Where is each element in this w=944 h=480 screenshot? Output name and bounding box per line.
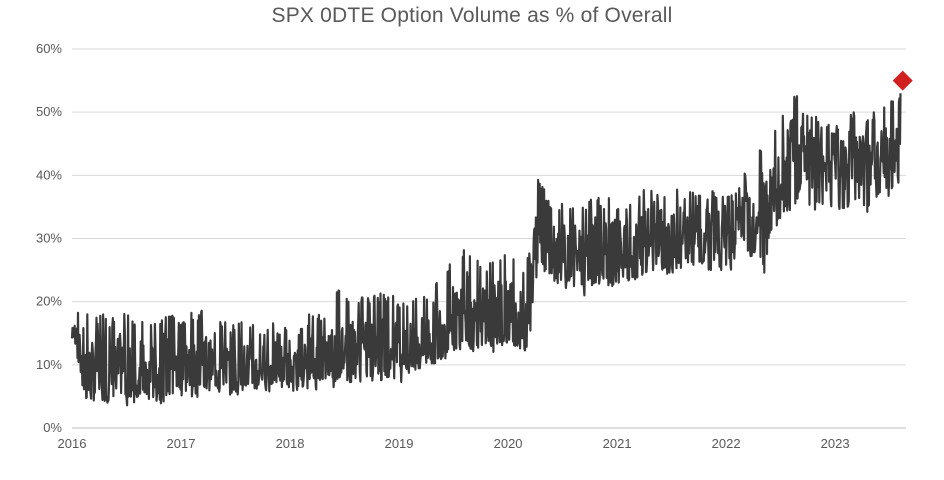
series-line-group [70, 93, 902, 407]
y-tick-label: 30% [36, 231, 62, 246]
x-tick-label: 2020 [494, 436, 523, 451]
x-tick-label: 2021 [603, 436, 632, 451]
latest-value-marker-group [892, 70, 913, 91]
y-tick-label: 0% [43, 420, 62, 435]
y-tick-label: 20% [36, 294, 62, 309]
y-tick-label: 40% [36, 167, 62, 182]
y-axis-tick-labels: 0% 10% 20% 30% 40% 50% 60% [36, 41, 62, 435]
series-line [70, 93, 902, 407]
chart-title: SPX 0DTE Option Volume as % of Overall [271, 4, 673, 27]
x-tick-label: 2018 [276, 436, 305, 451]
x-tick-label: 2016 [58, 436, 87, 451]
x-tick-label: 2019 [385, 436, 414, 451]
y-tick-label: 60% [36, 41, 62, 56]
x-tick-label: 2023 [821, 436, 850, 451]
latest-value-marker [892, 70, 913, 91]
y-tick-label: 10% [36, 357, 62, 372]
x-axis-tick-labels: 2016 2017 2018 2019 2020 2021 2022 2023 [58, 436, 850, 451]
y-tick-label: 50% [36, 104, 62, 119]
x-tick-label: 2017 [167, 436, 196, 451]
x-tick-label: 2022 [712, 436, 741, 451]
